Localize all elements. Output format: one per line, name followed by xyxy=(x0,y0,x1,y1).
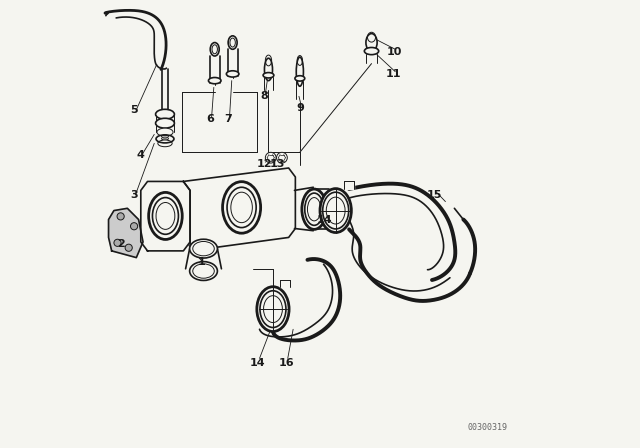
Circle shape xyxy=(131,223,138,230)
Text: 5: 5 xyxy=(131,105,138,115)
Ellipse shape xyxy=(189,239,218,258)
Ellipse shape xyxy=(157,128,173,136)
Text: 00300319: 00300319 xyxy=(468,423,508,432)
Ellipse shape xyxy=(156,118,175,128)
Text: 15: 15 xyxy=(426,190,442,200)
Circle shape xyxy=(114,239,121,246)
Text: 7: 7 xyxy=(224,114,232,124)
Text: 8: 8 xyxy=(260,91,268,101)
Ellipse shape xyxy=(156,109,175,119)
Text: 1: 1 xyxy=(197,257,205,267)
Text: 11: 11 xyxy=(386,69,402,79)
Polygon shape xyxy=(141,181,190,251)
Ellipse shape xyxy=(257,287,289,332)
Ellipse shape xyxy=(296,57,303,86)
Text: 16: 16 xyxy=(278,358,294,368)
Circle shape xyxy=(117,213,124,220)
Text: 3: 3 xyxy=(131,190,138,200)
Ellipse shape xyxy=(263,73,274,78)
Ellipse shape xyxy=(148,192,182,239)
Ellipse shape xyxy=(211,43,220,56)
Ellipse shape xyxy=(366,34,377,52)
Ellipse shape xyxy=(320,189,351,233)
Text: 9: 9 xyxy=(296,103,304,112)
Ellipse shape xyxy=(223,182,260,233)
Polygon shape xyxy=(184,168,296,251)
Ellipse shape xyxy=(189,262,218,280)
Text: 4: 4 xyxy=(137,150,145,159)
Text: 10: 10 xyxy=(386,47,402,56)
Polygon shape xyxy=(228,49,237,76)
Polygon shape xyxy=(280,280,290,287)
Text: 12: 12 xyxy=(256,159,272,168)
Ellipse shape xyxy=(264,58,273,81)
Circle shape xyxy=(276,152,287,163)
Text: 14: 14 xyxy=(317,215,332,224)
Circle shape xyxy=(266,152,276,163)
Ellipse shape xyxy=(295,76,305,81)
Ellipse shape xyxy=(227,71,239,77)
Text: 2: 2 xyxy=(116,239,125,249)
Ellipse shape xyxy=(302,189,326,229)
Polygon shape xyxy=(344,181,354,189)
Text: 6: 6 xyxy=(206,114,214,124)
Polygon shape xyxy=(105,11,118,19)
Ellipse shape xyxy=(228,36,237,49)
Polygon shape xyxy=(109,208,143,258)
Ellipse shape xyxy=(364,47,379,55)
Circle shape xyxy=(125,244,132,251)
Ellipse shape xyxy=(209,78,221,84)
Ellipse shape xyxy=(156,135,174,143)
Text: 14: 14 xyxy=(250,358,265,368)
Text: 13: 13 xyxy=(269,159,285,168)
Polygon shape xyxy=(210,56,220,83)
